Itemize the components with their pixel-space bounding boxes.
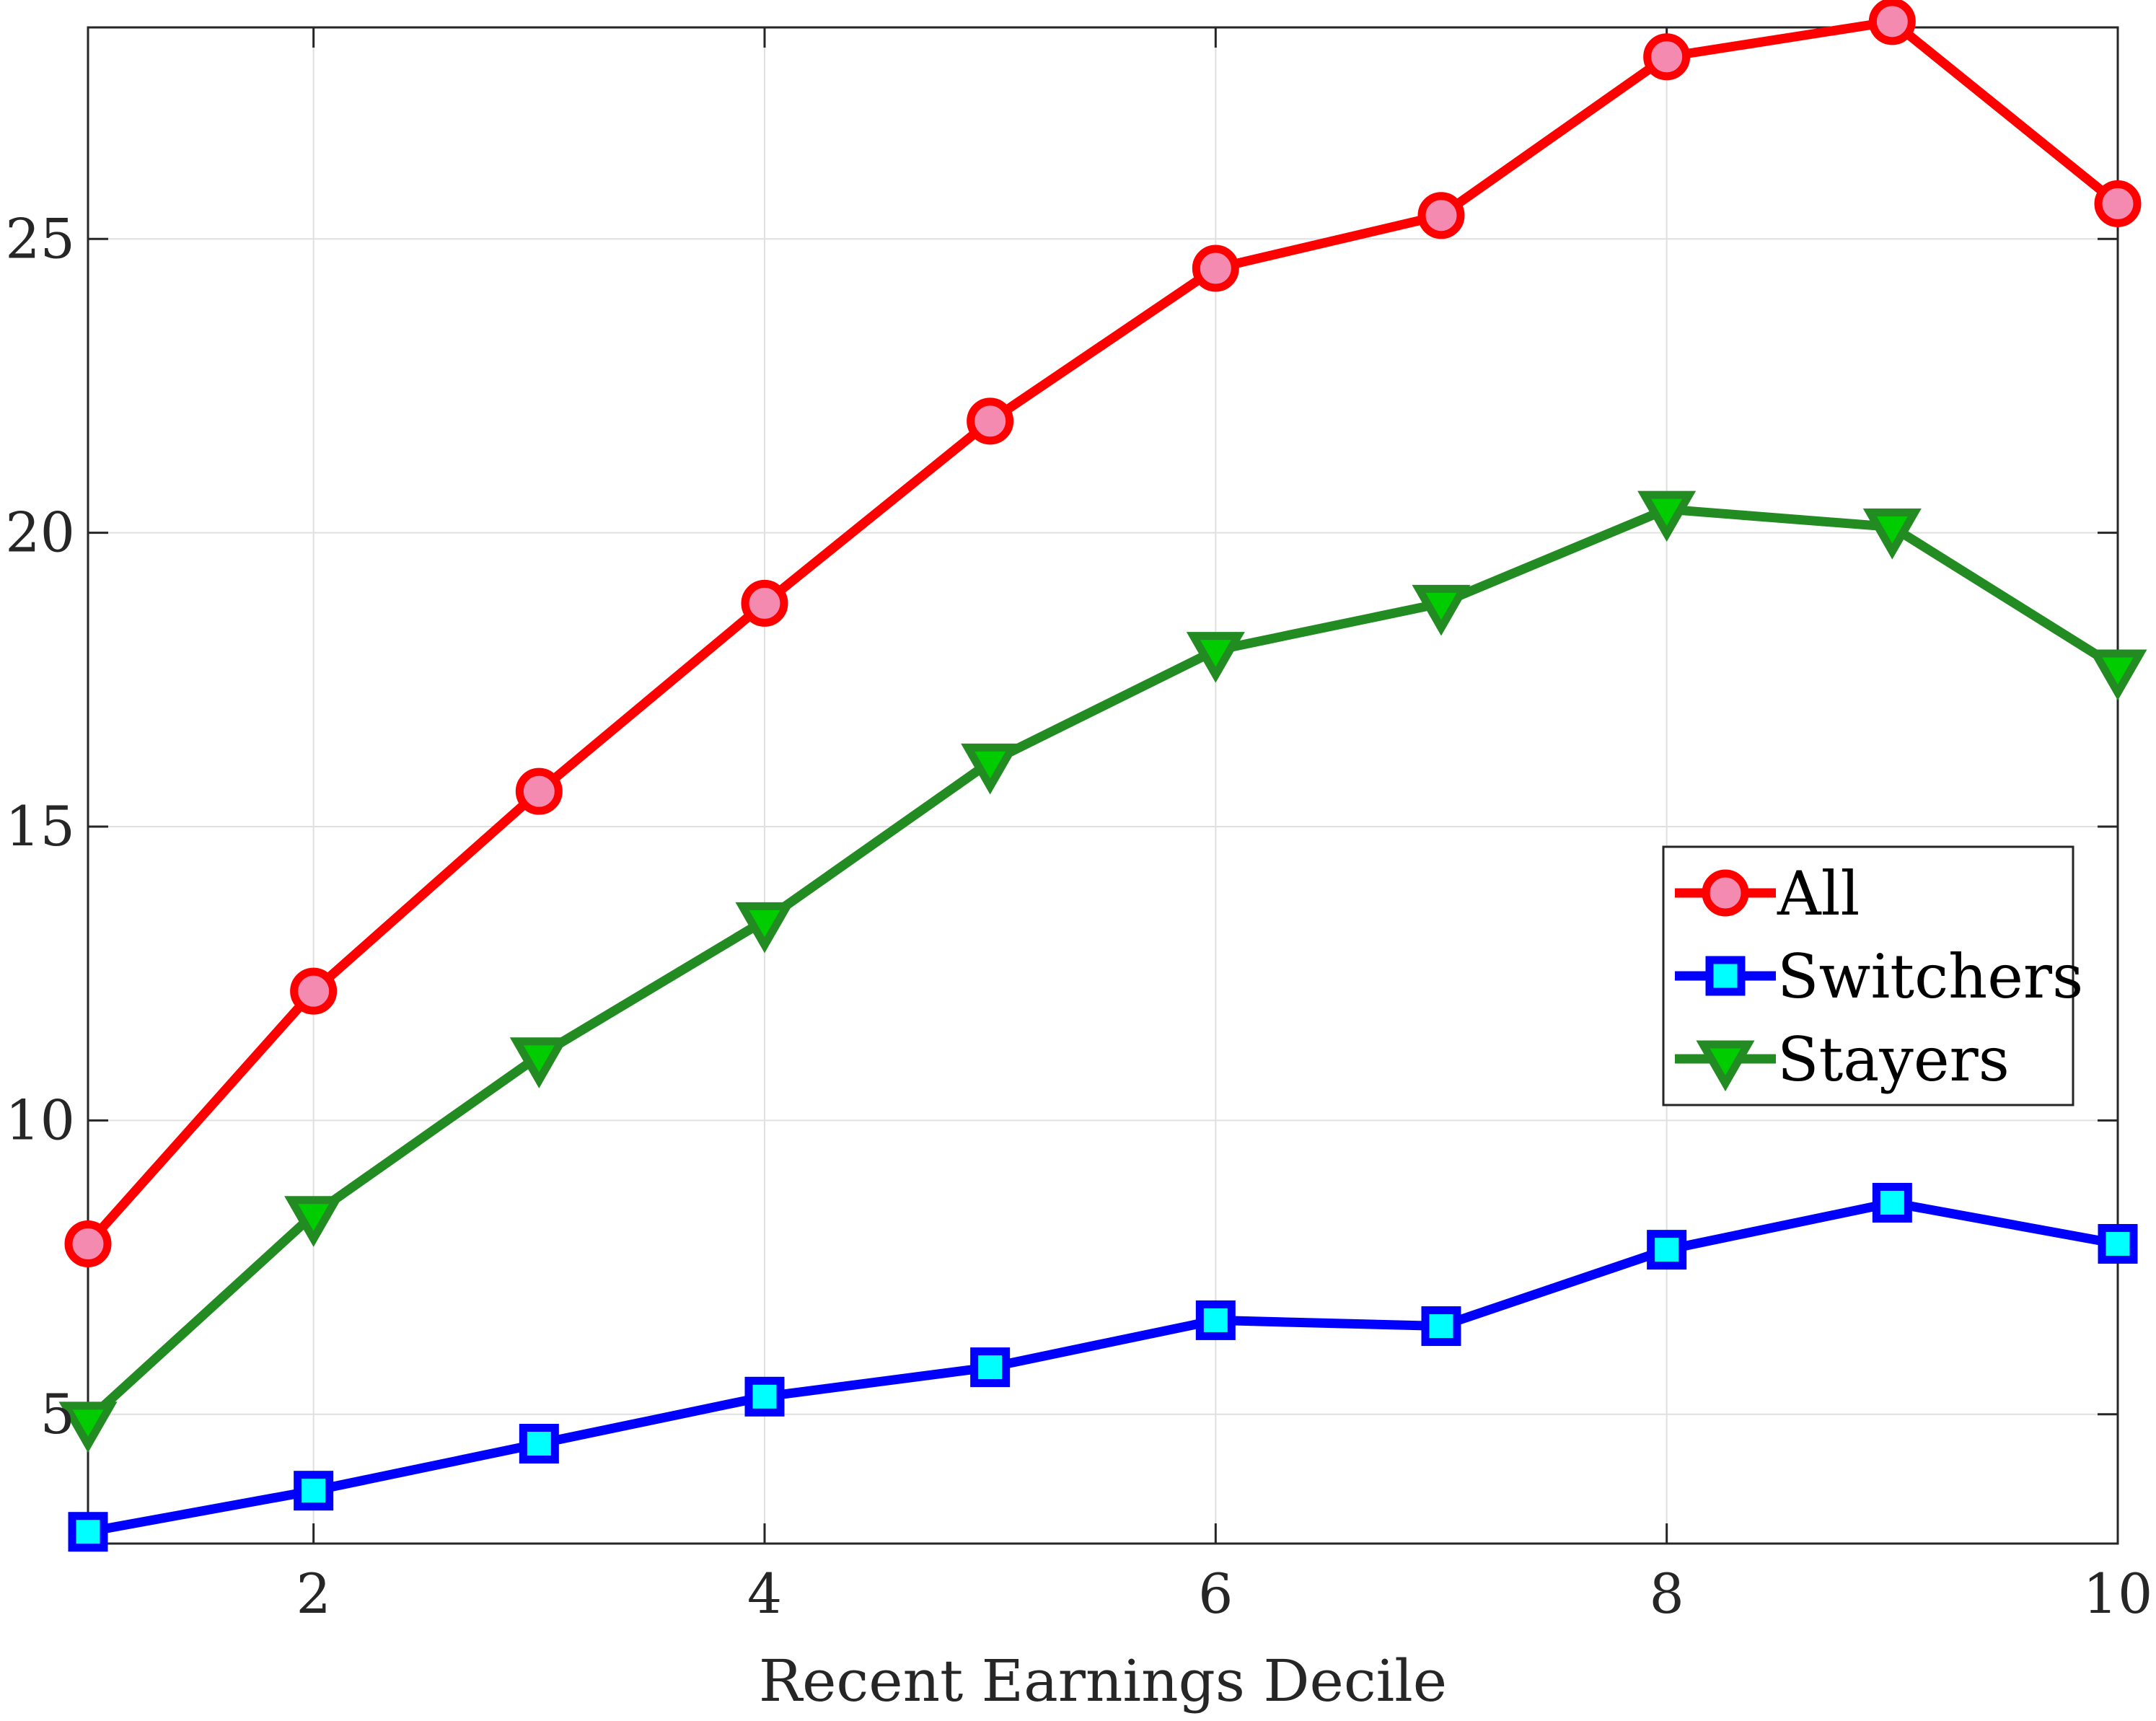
legend-marker-stayers	[1696, 1040, 1755, 1092]
switchers-point	[970, 1347, 1011, 1388]
y-tick-label: 15	[5, 794, 75, 858]
all-point	[64, 1220, 112, 1267]
all-point	[1868, 0, 1916, 45]
stayers-point	[735, 902, 794, 954]
stayers-point	[1186, 632, 1245, 683]
stayers-point	[2088, 649, 2147, 701]
all-point	[515, 767, 563, 815]
switchers-point	[1195, 1300, 1236, 1340]
x-tick-label: 8	[1649, 1562, 1684, 1626]
legend: All Switchers Stayers	[1662, 845, 2083, 1106]
stayers-point	[1862, 509, 1922, 560]
stayers-line	[83, 504, 2123, 1425]
series-switchers	[68, 1182, 2138, 1552]
x-tick-label: 6	[1198, 1562, 1233, 1626]
stayers-point	[284, 1196, 343, 1247]
series-layer	[58, 0, 2147, 1552]
x-axis-title: Recent Earnings Decile	[759, 1647, 1447, 1715]
all-point	[290, 967, 338, 1015]
switchers-point	[1421, 1306, 1461, 1347]
legend-label-switchers: Switchers	[1777, 941, 2083, 1012]
stayers-point	[1637, 490, 1697, 542]
switchers-point	[519, 1423, 559, 1463]
y-tick-label: 5	[40, 1382, 75, 1446]
switchers-point	[1647, 1230, 1687, 1270]
switchers-line	[83, 1197, 2123, 1537]
series-all	[64, 0, 2142, 1267]
legend-marker-all	[1702, 869, 1749, 917]
x-tick-label: 10	[2083, 1562, 2153, 1626]
stayers-point	[1412, 584, 1471, 636]
switchers-point	[68, 1512, 108, 1552]
tick-labels: 2 4 6 8 10 5 10 15 20 25	[5, 206, 2152, 1626]
switchers-point	[2098, 1223, 2138, 1264]
all-point	[967, 397, 1014, 445]
all-line	[83, 17, 2123, 1249]
x-tick-label: 4	[747, 1562, 782, 1626]
legend-label-all: All	[1777, 858, 1860, 929]
all-point	[1643, 33, 1691, 81]
y-tick-label: 25	[5, 206, 75, 270]
stayers-point	[961, 743, 1020, 795]
stayers-point	[509, 1037, 568, 1088]
switchers-point	[1872, 1182, 1912, 1223]
legend-marker-switchers	[1705, 956, 1746, 996]
all-point	[741, 579, 788, 627]
x-tick-label: 2	[296, 1562, 330, 1626]
plot-frame	[87, 26, 2119, 1545]
y-tick-label: 20	[5, 501, 75, 565]
switchers-point	[744, 1376, 785, 1417]
switchers-point	[294, 1471, 334, 1511]
all-point	[2094, 180, 2142, 227]
y-tick-label: 10	[5, 1088, 75, 1152]
series-stayers	[58, 490, 2147, 1453]
all-point	[1417, 192, 1465, 239]
all-point	[1192, 245, 1239, 292]
stayers-point	[58, 1401, 118, 1453]
legend-label-stayers: Stayers	[1777, 1024, 2010, 1095]
